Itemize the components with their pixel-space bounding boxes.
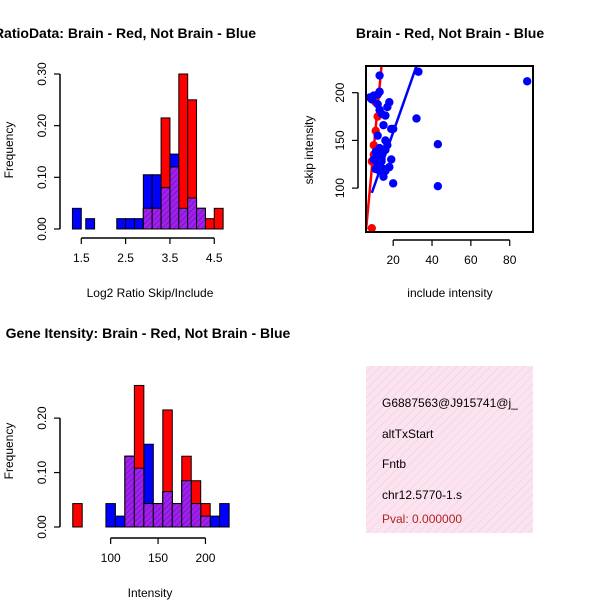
ratio-x-tick-label: 2.5 <box>117 251 134 265</box>
ratio-bar-overlap <box>142 207 153 230</box>
scatter-point-not-brain <box>375 71 384 80</box>
scatter-box <box>365 65 534 233</box>
intensity-bar-overlap <box>143 503 154 528</box>
intensity-y-tick-label: 0.10 <box>35 461 49 485</box>
scatter-point-not-brain <box>385 162 394 172</box>
ratio-x-tick-label: 4.5 <box>206 251 223 265</box>
intensity-ylabel: Frequency <box>2 423 16 480</box>
scatter-x-tick-label: 80 <box>503 253 517 267</box>
ratio-bar-overlap <box>187 197 198 230</box>
ratio-bar-brain <box>213 207 224 230</box>
scatter-y-tick-label: 100 <box>333 178 347 198</box>
scatter-title: Brain - Red, Not Brain - Blue <box>356 25 544 41</box>
scatter-point-not-brain <box>381 145 390 155</box>
intensity-x-tick-label: 200 <box>195 551 215 565</box>
ratio-bars <box>71 73 224 230</box>
scatter-point-not-brain <box>379 120 388 130</box>
ratio-bar-overlap <box>160 187 171 230</box>
intensity-title: Gene Itensity: Brain - Red, Not Brain - … <box>6 325 291 341</box>
intensity-bar-overlap <box>124 455 135 528</box>
scatter-point-not-brain <box>433 140 443 149</box>
info-gene-symbol: Fntb <box>382 457 406 471</box>
intensity-bar-overlap <box>162 491 173 528</box>
scatter-point-not-brain <box>388 179 398 188</box>
ratio-bar-not-brain <box>125 218 135 230</box>
scatter-y-tick-label: 150 <box>333 130 347 150</box>
scatter-point-not-brain <box>387 155 396 164</box>
info-gene-id: G6887563@J915741@j_ <box>382 396 518 410</box>
intensity-x-tick-label: 150 <box>148 551 168 565</box>
ratio-bar-not-brain <box>133 218 144 230</box>
skip-include-scatter: Brain - Red, Not Brain - Blue 100 150 200 2… <box>302 25 544 300</box>
scatter-x-tick-label: 20 <box>387 253 401 267</box>
scatter-point-not-brain <box>412 114 421 123</box>
intensity-bar-overlap <box>190 503 202 528</box>
intensity-bar-overlap <box>200 515 211 528</box>
ratio-bar-overlap <box>151 207 162 230</box>
scatter-point-not-brain <box>369 155 378 164</box>
scatter-ylabel: skip intensity <box>302 116 316 185</box>
info-location: chr12.5770-1.s <box>382 488 462 502</box>
intensity-bar-overlap <box>181 480 192 528</box>
intensity-bar-brain <box>72 503 83 528</box>
ratio-bar-overlap <box>178 207 189 230</box>
info-pval: Pval: 0.000000 <box>382 512 462 526</box>
scatter-x-tick-label: 40 <box>425 253 439 267</box>
ratio-y-tick-label: 0.30 <box>35 62 49 86</box>
scatter-plot-area <box>366 66 532 232</box>
info-panel: G6887563@J915741@j_ altTxStart Fntb chr1… <box>366 366 533 533</box>
scatter-y-tick-label: 200 <box>333 82 347 102</box>
scatter-point-not-brain <box>388 124 398 134</box>
ratio-bar-not-brain <box>71 207 82 230</box>
intensity-x-tick-label: 100 <box>101 551 121 565</box>
ratio-histogram: RatioData: Brain - Red, Not Brain - Blue… <box>0 25 256 300</box>
ratio-xlabel: Log2 Ratio Skip/Include <box>87 286 214 300</box>
intensity-bar-overlap <box>171 503 183 528</box>
scatter-point-not-brain <box>381 111 390 120</box>
intensity-bar-not-brain <box>219 503 230 528</box>
intensity-xlabel: Intensity <box>128 586 173 600</box>
ratio-x-tick-label: 1.5 <box>73 251 90 265</box>
ratio-bar-overlap <box>196 207 206 230</box>
intensity-y-tick-label: 0.20 <box>35 406 49 430</box>
scatter-point-not-brain <box>385 98 394 107</box>
scatter-point-not-brain <box>371 164 380 174</box>
info-background <box>366 366 533 533</box>
ratio-x-tick-label: 3.5 <box>162 251 179 265</box>
scatter-point-brain <box>367 223 377 232</box>
scatter-point-not-brain <box>522 77 532 86</box>
ratio-bar-overlap <box>169 166 180 230</box>
scatter-x-tick-label: 60 <box>464 253 478 267</box>
info-event-type: altTxStart <box>382 427 434 441</box>
intensity-bars <box>72 384 230 528</box>
ratio-bar-not-brain <box>116 218 127 230</box>
ratio-bar-brain <box>178 73 189 230</box>
intensity-axes: 0.00 0.10 0.20 100 150 200 <box>35 406 216 565</box>
ratio-bar-brain <box>204 218 215 230</box>
ratio-y-tick-label: 0.10 <box>35 165 49 189</box>
ratio-y-tick-label: 0.20 <box>35 114 49 138</box>
scatter-point-not-brain <box>377 157 386 166</box>
scatter-point-not-brain <box>373 131 382 140</box>
intensity-bar-overlap <box>133 467 145 528</box>
scatter-point-not-brain <box>371 147 380 157</box>
ratio-axes: 0.00 0.10 0.20 0.30 1.5 2.5 3.5 4.5 <box>35 62 223 265</box>
ratio-ylabel: Frequency <box>2 122 16 179</box>
intensity-bar-not-brain <box>105 503 116 528</box>
scatter-point-not-brain <box>414 67 423 76</box>
intensity-bar-overlap <box>152 503 164 528</box>
ratio-title: RatioData: Brain - Red, Not Brain - Blue <box>0 25 256 41</box>
scatter-xlabel: include intensity <box>407 286 492 300</box>
ratio-bar-not-brain <box>85 218 96 230</box>
intensity-histogram: Gene Itensity: Brain - Red, Not Brain - … <box>2 325 291 600</box>
intensity-bar-not-brain <box>114 515 126 528</box>
scatter-point-not-brain <box>433 182 443 191</box>
ratio-y-tick-label: 0.00 <box>35 217 49 241</box>
intensity-bar-not-brain <box>209 515 221 528</box>
intensity-y-tick-label: 0.00 <box>35 515 49 539</box>
scatter-point-not-brain <box>375 87 384 96</box>
scatter-axes: 100 150 200 20 40 60 80 <box>333 82 517 267</box>
